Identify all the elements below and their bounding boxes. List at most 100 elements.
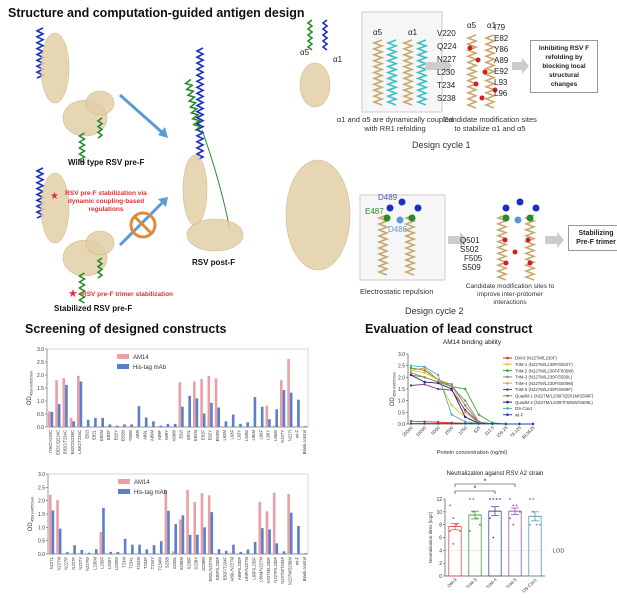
x-tick-label: E82Y — [113, 430, 118, 440]
data-point — [531, 422, 535, 426]
residue-label: L96 — [494, 89, 508, 98]
screen2-bar-his-tag-mab — [94, 549, 98, 554]
cycle1-outcome-box: Inhibiting RSV F refolding by blocking l… — [530, 40, 598, 93]
legend-marker — [506, 388, 509, 391]
screen2-bar-his-tag-mab — [174, 524, 177, 554]
modification-site — [503, 260, 509, 266]
x-tick-label: L93M — [222, 429, 227, 440]
post-f-green-helix — [183, 78, 203, 132]
screen1-bar-his-tag-mab — [181, 406, 184, 427]
cycle1-overview — [299, 62, 331, 108]
legend-swatch — [117, 354, 129, 359]
star-icon: ★ — [68, 288, 78, 300]
wild-type-tan-domain — [40, 32, 70, 104]
blocked-icon — [129, 211, 157, 239]
data-point — [459, 530, 461, 532]
x-tick-label: E82C/T234C — [63, 430, 68, 454]
screen2-bar-am14 — [229, 552, 233, 554]
residue-label: Q224 — [437, 42, 457, 51]
screen1-bar-his-tag-mab — [195, 398, 199, 427]
screen1-bar-am14 — [62, 378, 66, 427]
x-tick-label: TriM-4 — [485, 577, 498, 590]
x-tick-label: N227Y — [280, 430, 285, 443]
screen2-bar-his-tag-mab — [253, 542, 257, 554]
screen1-bar-am14 — [200, 378, 203, 427]
screen2-bar-his-tag-mab — [87, 552, 91, 554]
screen2-bar-am14 — [179, 519, 182, 554]
y-tick-label: 10 — [436, 510, 442, 516]
charged-residue — [396, 216, 404, 224]
data-point — [492, 536, 495, 539]
screen1-bar-am14 — [48, 411, 51, 427]
y-tick-label: 2.5 — [38, 485, 45, 491]
data-point — [449, 504, 451, 507]
charged-residue — [526, 214, 534, 222]
y-tick-label: 2.0 — [398, 375, 405, 381]
helix — [495, 214, 509, 281]
charged-residue — [386, 204, 394, 212]
data-point — [450, 383, 453, 386]
cycle2-caption-left: Electrostatic repulsion — [360, 287, 434, 296]
y-axis-label: Neutralization titres (log2) — [428, 511, 433, 563]
screen1-bar-his-tag-mab — [304, 426, 307, 427]
x-tick-label: N227W — [85, 557, 90, 571]
data-point — [423, 422, 426, 425]
x-tick-label: I79C/V220C — [48, 430, 53, 453]
x-tick-label: S238Y — [194, 557, 199, 570]
legend-marker — [506, 394, 509, 398]
x-tick-label: E82L/N227M — [208, 556, 213, 581]
y-tick-label: 1.5 — [37, 386, 44, 392]
data-point — [436, 422, 440, 425]
residue-label: E487 — [365, 207, 384, 216]
y-tick-label: 2.0 — [37, 373, 44, 379]
panel-c-title: Evaluation of lead construct — [365, 322, 533, 336]
x-tick-label: wt-F — [295, 557, 300, 566]
screen2-bar-his-tag-mab — [246, 549, 250, 554]
screen1-bar-am14 — [272, 425, 276, 427]
y-tick-label: 12 — [436, 497, 442, 503]
screen2-bar-am14 — [200, 493, 204, 554]
screen1-bar-his-tag-mab — [224, 421, 228, 427]
data-point — [450, 404, 453, 407]
x-tick-label: E82I — [84, 430, 89, 439]
data-point — [469, 498, 471, 500]
arrow-right-icon — [545, 232, 564, 248]
data-point — [469, 530, 471, 532]
x-tick-label: E92M — [193, 430, 198, 441]
screen2-bar-his-tag-mab — [109, 551, 112, 554]
screen1-bar-his-tag-mab — [217, 407, 220, 427]
x-tick-label: E92I — [179, 430, 184, 439]
screen1-bar-his-tag-mab — [72, 421, 75, 427]
x-tick-label: L96Y — [266, 430, 271, 440]
screen1-bar-am14 — [265, 405, 269, 427]
data-point — [436, 381, 440, 385]
x-tick-label: 625 — [473, 425, 482, 434]
modification-site — [473, 81, 479, 87]
helix — [523, 214, 537, 281]
screen2-bar-his-tag-mab — [188, 534, 192, 554]
screen2-bar-am14 — [193, 502, 197, 554]
screen2-bar-am14 — [265, 511, 269, 554]
screen2-bar-his-tag-mab — [159, 541, 163, 554]
x-tick-label: N227M — [56, 556, 61, 570]
significance-bracket — [454, 490, 496, 494]
panel-b-title: Screening of designed constructs — [25, 322, 227, 336]
residue-label: D486 — [388, 225, 408, 234]
screen1-bar-am14 — [207, 375, 211, 427]
y-tick-label: 3.0 — [37, 347, 44, 353]
screen2-bar-am14 — [99, 531, 103, 554]
x-tick-label: S238L — [172, 556, 177, 569]
y-axis-label: OD450nm/650nm — [27, 370, 34, 405]
plot-frame — [46, 348, 309, 428]
screen2-bar-his-tag-mab — [232, 544, 235, 554]
arrow-head-icon — [158, 127, 168, 138]
data-point — [409, 366, 413, 370]
x-tick-label: L93W — [244, 430, 249, 441]
screen1-bar-his-tag-mab — [268, 419, 271, 427]
x-tick-label: L96M/N227M — [259, 556, 264, 582]
screen1-bar-am14 — [77, 375, 80, 427]
data-point — [529, 523, 531, 526]
screen1-bar-am14 — [55, 380, 58, 427]
trimer-annotation: RSV pre-F trimer stabilization — [82, 291, 174, 298]
data-point — [477, 422, 480, 425]
